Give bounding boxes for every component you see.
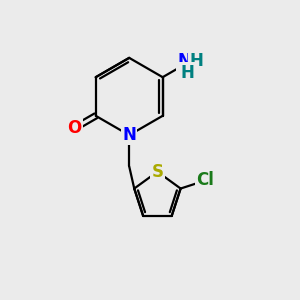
Text: N: N xyxy=(177,52,191,70)
Text: H: H xyxy=(180,64,194,82)
Text: O: O xyxy=(68,119,82,137)
Text: N: N xyxy=(122,126,136,144)
Text: Cl: Cl xyxy=(196,172,214,190)
Text: S: S xyxy=(152,163,164,181)
Text: H: H xyxy=(189,52,203,70)
